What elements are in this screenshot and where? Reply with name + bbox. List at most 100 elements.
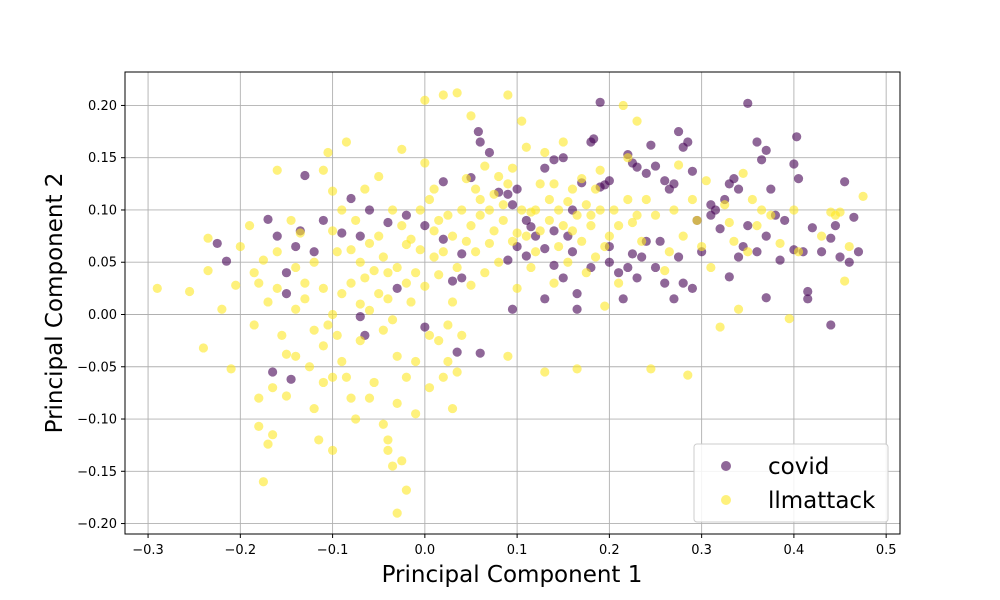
point-covid bbox=[355, 231, 365, 241]
point-llmattack bbox=[424, 383, 435, 393]
point-covid bbox=[364, 205, 375, 215]
point-llmattack bbox=[263, 439, 273, 449]
point-llmattack bbox=[434, 215, 444, 226]
point-covid bbox=[346, 193, 356, 204]
point-llmattack bbox=[447, 403, 458, 414]
point-covid bbox=[733, 252, 744, 262]
point-llmattack bbox=[387, 205, 398, 215]
y-axis-label: Principal Component 2 bbox=[42, 173, 68, 434]
point-covid bbox=[780, 215, 790, 226]
point-llmattack bbox=[484, 238, 495, 249]
point-llmattack bbox=[443, 320, 453, 330]
point-covid bbox=[337, 228, 347, 238]
point-llmattack bbox=[332, 247, 342, 257]
point-covid bbox=[457, 249, 467, 259]
point-llmattack bbox=[498, 200, 508, 210]
point-llmattack bbox=[646, 364, 656, 374]
point-llmattack bbox=[323, 320, 333, 330]
point-llmattack bbox=[521, 142, 531, 152]
point-llmattack bbox=[401, 278, 411, 288]
point-llmattack bbox=[507, 163, 518, 173]
point-llmattack bbox=[614, 221, 624, 231]
y-tick-label: −0.05 bbox=[77, 360, 117, 375]
point-llmattack bbox=[369, 377, 379, 388]
point-llmattack bbox=[637, 236, 647, 246]
point-covid bbox=[803, 286, 813, 297]
point-llmattack bbox=[309, 403, 319, 414]
point-llmattack bbox=[470, 247, 481, 257]
point-llmattack bbox=[411, 356, 421, 367]
point-llmattack bbox=[558, 221, 568, 231]
point-llmattack bbox=[411, 409, 421, 419]
point-llmattack bbox=[480, 161, 490, 171]
point-llmattack bbox=[364, 305, 375, 315]
point-llmattack bbox=[300, 278, 310, 288]
point-covid bbox=[673, 126, 684, 137]
point-llmattack bbox=[600, 301, 610, 311]
grid-lines bbox=[125, 72, 900, 534]
point-covid bbox=[830, 221, 841, 231]
point-llmattack bbox=[600, 241, 610, 252]
point-llmattack bbox=[614, 278, 624, 288]
point-llmattack bbox=[397, 221, 407, 231]
point-llmattack bbox=[747, 194, 757, 205]
point-llmattack bbox=[374, 288, 384, 299]
point-llmattack bbox=[544, 215, 555, 226]
point-llmattack bbox=[743, 247, 753, 257]
point-llmattack bbox=[521, 231, 531, 241]
point-covid bbox=[623, 262, 633, 273]
point-covid bbox=[540, 163, 550, 173]
point-llmattack bbox=[318, 165, 328, 175]
point-llmattack bbox=[309, 325, 319, 335]
point-llmattack bbox=[701, 176, 711, 186]
point-llmattack bbox=[438, 247, 448, 257]
point-covid bbox=[826, 320, 836, 330]
point-llmattack bbox=[581, 200, 591, 210]
point-covid bbox=[512, 184, 522, 194]
legend-label-llmattack: llmattack bbox=[768, 488, 876, 514]
y-tick-label: 0.10 bbox=[88, 203, 117, 218]
point-covid bbox=[549, 226, 559, 236]
point-llmattack bbox=[429, 252, 439, 262]
point-covid bbox=[826, 233, 836, 243]
point-llmattack bbox=[567, 226, 578, 236]
point-llmattack bbox=[447, 231, 458, 241]
x-tick-label: 0.2 bbox=[599, 543, 620, 558]
point-llmattack bbox=[554, 241, 564, 252]
point-llmattack bbox=[697, 241, 707, 252]
point-llmattack bbox=[461, 174, 471, 184]
point-covid bbox=[604, 176, 614, 186]
point-llmattack bbox=[397, 144, 407, 154]
point-llmattack bbox=[420, 281, 430, 291]
point-llmattack bbox=[457, 330, 467, 341]
point-covid bbox=[484, 147, 495, 158]
point-llmattack bbox=[738, 168, 748, 178]
point-covid bbox=[438, 234, 448, 244]
point-llmattack bbox=[438, 90, 448, 100]
point-llmattack bbox=[254, 393, 264, 403]
point-covid bbox=[761, 231, 771, 241]
point-covid bbox=[733, 184, 744, 194]
point-llmattack bbox=[337, 288, 347, 299]
point-llmattack bbox=[392, 508, 402, 518]
point-llmattack bbox=[784, 314, 794, 324]
point-llmattack bbox=[489, 189, 499, 199]
point-covid bbox=[844, 257, 854, 267]
point-covid bbox=[589, 134, 599, 144]
point-llmattack bbox=[401, 485, 411, 495]
point-covid bbox=[392, 283, 402, 293]
point-llmattack bbox=[327, 226, 338, 236]
point-covid bbox=[646, 140, 656, 150]
point-llmattack bbox=[650, 210, 661, 220]
point-covid bbox=[650, 262, 661, 273]
point-covid bbox=[595, 97, 605, 107]
point-llmattack bbox=[341, 372, 352, 382]
point-llmattack bbox=[337, 205, 347, 215]
point-llmattack bbox=[452, 88, 462, 98]
point-llmattack bbox=[494, 171, 504, 182]
point-covid bbox=[706, 210, 716, 220]
point-llmattack bbox=[184, 286, 195, 297]
point-llmattack bbox=[369, 265, 379, 276]
point-llmattack bbox=[618, 100, 628, 111]
